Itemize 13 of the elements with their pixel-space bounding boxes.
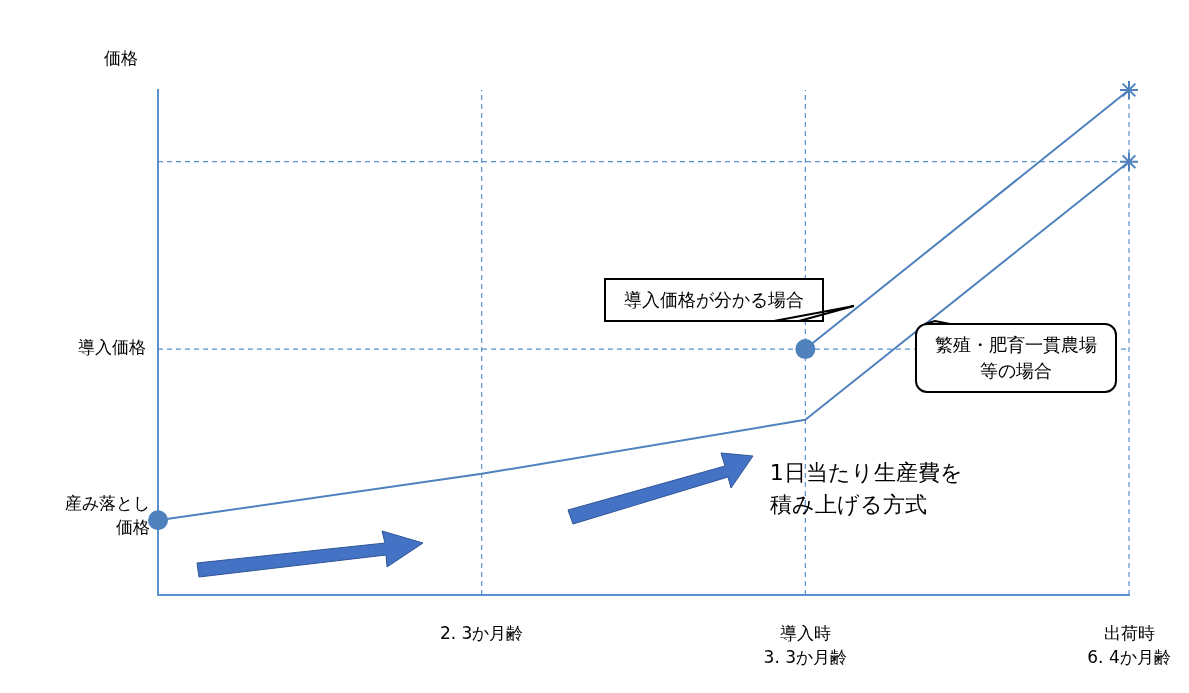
ref-line-label: 導入価格 — [78, 337, 146, 358]
point — [148, 510, 168, 531]
x-tick-label: 出荷時 6. 4か月齢 — [1087, 623, 1171, 668]
x-tick-label: 2. 3か月齢 — [439, 623, 524, 644]
text: 産み落とし価格 — [65, 492, 150, 537]
y-axis-title: 価格 — [104, 48, 138, 69]
x-tick-label: 導入時 3. 3か月齢 — [763, 623, 848, 668]
point — [1119, 151, 1139, 172]
point — [1119, 80, 1139, 100]
series-label: 導入価格が分かる場合 — [622, 288, 805, 313]
point — [795, 339, 816, 360]
annotation: 1日当たり生産費を積み上げる方式 — [769, 459, 963, 517]
series-label: 繁殖・肥育一貫農場等の場合 — [933, 332, 1098, 383]
